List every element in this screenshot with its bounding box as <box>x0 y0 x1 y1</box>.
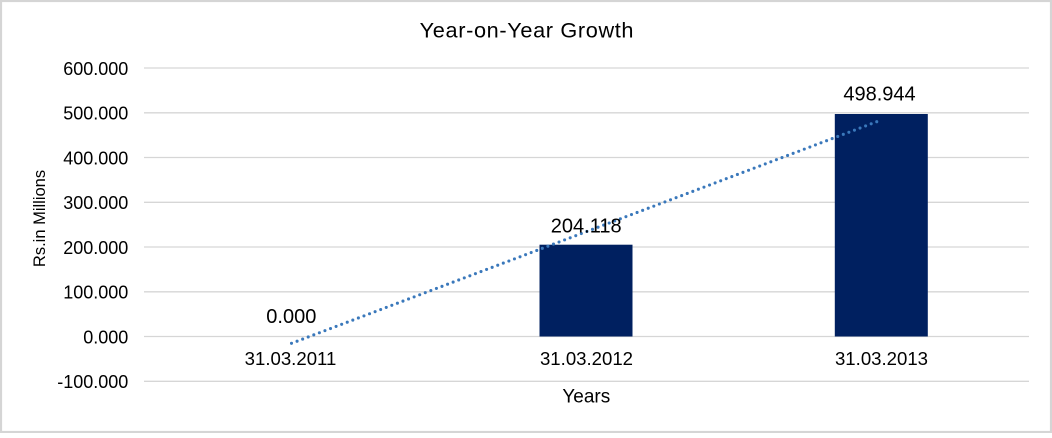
svg-text:500.000: 500.000 <box>63 104 128 124</box>
svg-text:300.000: 300.000 <box>63 193 128 213</box>
svg-text:100.000: 100.000 <box>63 283 128 303</box>
svg-text:0.000: 0.000 <box>266 306 316 328</box>
svg-text:Rs.in Millions: Rs.in Millions <box>31 170 49 267</box>
svg-text:0.000: 0.000 <box>83 327 128 347</box>
svg-text:400.000: 400.000 <box>63 148 128 168</box>
svg-text:200.000: 200.000 <box>63 238 128 258</box>
svg-text:498.944: 498.944 <box>843 84 915 106</box>
svg-text:204.118: 204.118 <box>551 216 622 238</box>
svg-text:Year-on-Year Growth: Year-on-Year Growth <box>420 18 634 43</box>
svg-text:31.03.2012: 31.03.2012 <box>540 348 633 369</box>
svg-text:Years: Years <box>562 387 610 408</box>
svg-text:600.000: 600.000 <box>63 59 128 79</box>
svg-text:-100.000: -100.000 <box>57 372 128 392</box>
svg-text:31.03.2013: 31.03.2013 <box>835 348 928 369</box>
svg-text:31.03.2011: 31.03.2011 <box>245 348 337 369</box>
